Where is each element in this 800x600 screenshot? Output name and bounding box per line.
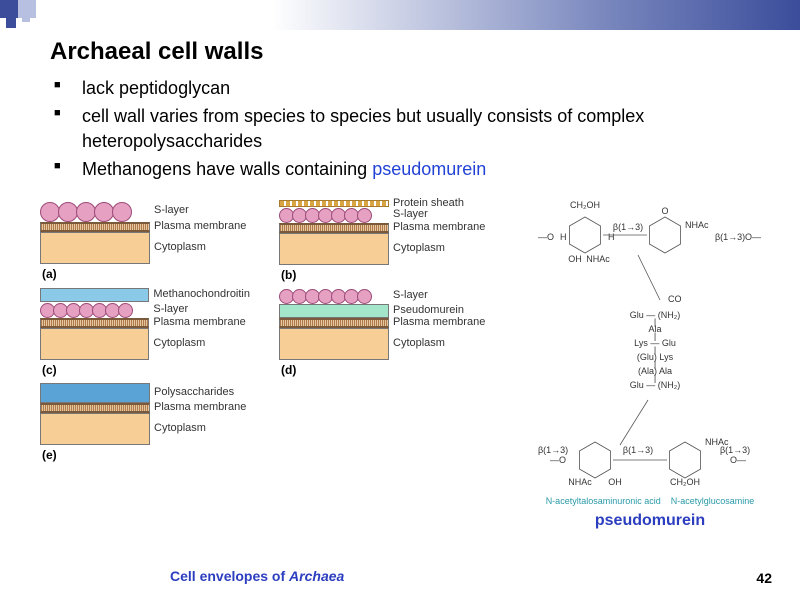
svg-text:β(1→3): β(1→3) xyxy=(623,445,653,455)
envelope-e: PolysaccharidesPlasma membraneCytoplasm (… xyxy=(40,383,250,462)
svg-text:CO: CO xyxy=(668,294,682,304)
layer-label: Protein sheath xyxy=(393,200,489,207)
layer-label: Cytoplasm xyxy=(393,328,489,360)
svg-text:O—: O— xyxy=(730,455,746,465)
diagrams-caption: Cell envelopes of Archaea xyxy=(170,568,344,584)
chem-main-label: pseudomurein xyxy=(520,512,780,530)
svg-text:OH: OH xyxy=(608,477,622,487)
pseudomurein-structure: CH₂OHOHHOHNHAcNHAcβ(1→3)β(1→3)—OO—COGlu … xyxy=(520,200,780,540)
layer-dots xyxy=(279,200,389,207)
layer-green xyxy=(279,304,389,318)
layer-pm xyxy=(279,318,389,328)
layer-circles-small xyxy=(279,207,389,223)
svg-text:H: H xyxy=(608,232,615,242)
pseudomurein-link: pseudomurein xyxy=(372,159,486,179)
page-number: 42 xyxy=(756,570,772,586)
svg-text:NHAc: NHAc xyxy=(685,220,709,230)
layer-circles-small xyxy=(40,302,149,318)
envelope-tag: (b) xyxy=(281,268,489,282)
bullet-list: lack peptidoglycan cell wall varies from … xyxy=(54,76,770,181)
corner-squares-icon xyxy=(0,0,140,30)
svg-text:NHAc: NHAc xyxy=(705,437,729,447)
svg-text:NHAc: NHAc xyxy=(568,477,592,487)
layer-pm xyxy=(40,222,150,232)
svg-text:H: H xyxy=(560,232,567,242)
layer-label: S-layer xyxy=(154,200,250,222)
svg-text:—O: —O xyxy=(550,455,566,465)
svg-text:CH₂OH: CH₂OH xyxy=(570,200,600,210)
layer-label: Plasma membrane xyxy=(154,403,250,413)
layer-cyto xyxy=(40,413,150,445)
svg-text:OH: OH xyxy=(568,254,582,264)
envelope-diagrams: S-layerPlasma membraneCytoplasm(a)Protei… xyxy=(40,200,500,462)
layer-label: Cytoplasm xyxy=(153,328,250,360)
layer-darkblue xyxy=(40,383,150,403)
layer-circles-small xyxy=(279,288,389,304)
layer-label: S-layer xyxy=(393,288,489,304)
layer-blue xyxy=(40,288,149,302)
envelope-a: S-layerPlasma membraneCytoplasm (a) xyxy=(40,200,250,282)
envelope-d: S-layerPseudomureinPlasma membraneCytopl… xyxy=(279,288,489,377)
layer-pm xyxy=(40,318,149,328)
bullet-item: Methanogens have walls containing pseudo… xyxy=(54,157,770,181)
layer-pm xyxy=(279,223,389,233)
envelope-tag: (a) xyxy=(42,267,250,281)
svg-text:β(1→3): β(1→3) xyxy=(613,222,643,232)
layer-circles xyxy=(40,200,150,222)
layer-pm xyxy=(40,403,150,413)
layer-label: Plasma membrane xyxy=(154,222,250,232)
layer-label: Plasma membrane xyxy=(393,318,489,328)
slide-title: Archaeal cell walls xyxy=(50,38,770,66)
svg-text:NHAc: NHAc xyxy=(586,254,610,264)
layer-cyto xyxy=(40,328,149,360)
layer-label: Plasma membrane xyxy=(153,318,250,328)
svg-text:O: O xyxy=(661,206,668,216)
svg-text:O—: O— xyxy=(745,232,761,242)
envelope-c: MethanochondroitinS-layerPlasma membrane… xyxy=(40,288,250,377)
layer-label: Plasma membrane xyxy=(393,223,489,233)
layer-cyto xyxy=(279,328,389,360)
layer-label: Cytoplasm xyxy=(393,233,489,265)
bullet-item: lack peptidoglycan xyxy=(54,76,770,100)
chem-sublabels: N-acetyltalosaminuronic acid N-acetylglu… xyxy=(520,496,780,506)
svg-text:Glu — (NH₂): Glu — (NH₂) xyxy=(630,380,681,390)
header-gradient xyxy=(140,0,800,30)
svg-text:CH₂OH: CH₂OH xyxy=(670,477,700,487)
layer-label: Cytoplasm xyxy=(154,232,250,264)
svg-text:β(1→3): β(1→3) xyxy=(715,232,745,242)
layer-label: Polysaccharides xyxy=(154,383,250,403)
svg-text:β(1→3): β(1→3) xyxy=(538,445,568,455)
envelope-tag: (d) xyxy=(281,363,489,377)
layer-cyto xyxy=(279,233,389,265)
svg-text:—O: —O xyxy=(538,232,554,242)
envelope-tag: (e) xyxy=(42,448,250,462)
bullet-item: cell wall varies from species to species… xyxy=(54,104,770,153)
envelope-tag: (c) xyxy=(42,363,250,377)
layer-cyto xyxy=(40,232,150,264)
layer-label: Methanochondroitin xyxy=(153,288,250,302)
envelope-b: Protein sheathS-layerPlasma membraneCyto… xyxy=(279,200,489,282)
layer-label: Cytoplasm xyxy=(154,413,250,445)
